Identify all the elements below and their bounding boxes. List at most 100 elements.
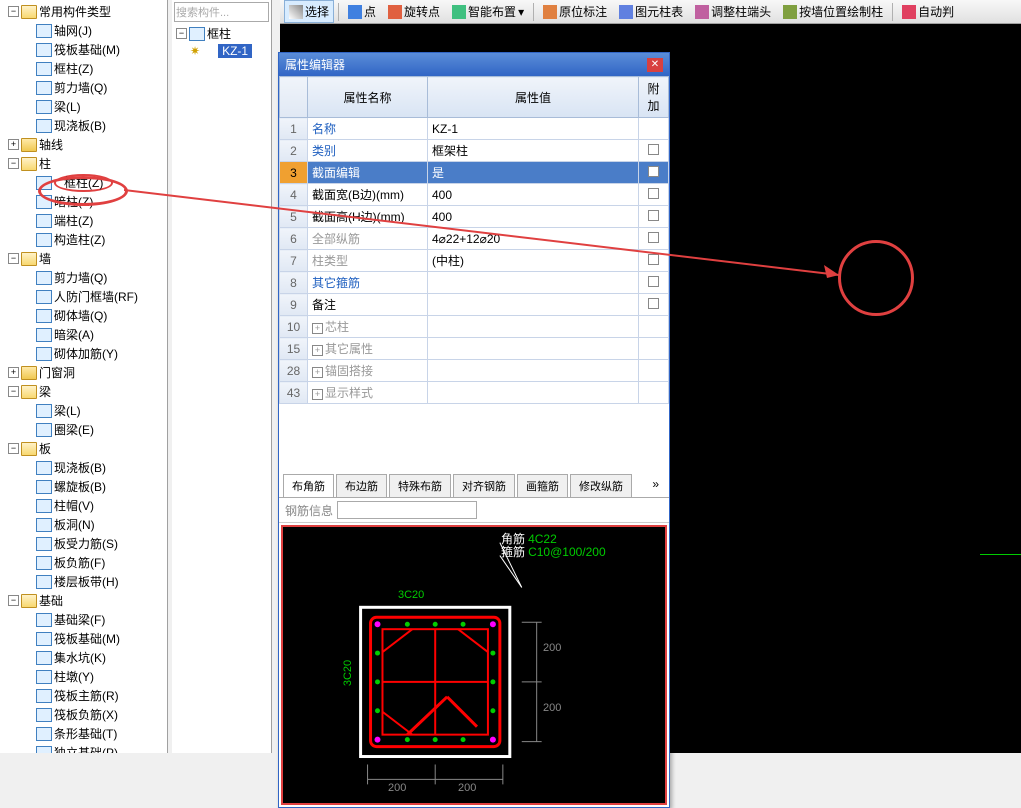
tree-leaf[interactable]: 螺旋板(B) [2,477,165,496]
expand-icon[interactable]: + [312,345,323,356]
rebar-info-input[interactable] [337,501,477,519]
tree-node-axis[interactable]: + 轴线 [2,135,165,154]
property-row[interactable]: 5截面高(H边)(mm)400 [280,206,669,228]
checkbox[interactable] [648,188,659,199]
adjust-button[interactable]: 调整柱端头 [690,0,776,23]
section-tab[interactable]: 画箍筋 [517,474,568,497]
smart-button[interactable]: 智能布置▾ [447,0,529,23]
checkbox[interactable] [648,232,659,243]
checkbox[interactable] [648,254,659,265]
property-row[interactable]: 3截面编辑是 [280,162,669,184]
tree-node-slab[interactable]: − 板 [2,439,165,458]
tree-leaf[interactable]: 剪力墙(Q) [2,268,165,287]
search-input[interactable]: 搜索构件... [174,2,269,22]
tree-leaf[interactable]: 暗梁(A) [2,325,165,344]
expand-icon[interactable]: + [312,389,323,400]
tree-node-column[interactable]: − 柱 [2,154,165,173]
tree-node-foundation[interactable]: − 基础 [2,591,165,610]
expand-icon[interactable]: + [312,367,323,378]
expand-icon[interactable]: + [312,323,323,334]
collapse-icon[interactable]: − [8,158,19,169]
tree-leaf[interactable]: 圈梁(E) [2,420,165,439]
origin-button[interactable]: 原位标注 [538,0,612,23]
property-row[interactable]: 28+锚固搭接 [280,360,669,382]
property-row[interactable]: 7柱类型(中柱) [280,250,669,272]
tree-leaf[interactable]: 筏板负筋(X) [2,705,165,724]
tree-leaf[interactable]: 柱帽(V) [2,496,165,515]
tree-leaf[interactable]: 梁(L) [2,401,165,420]
tree-node-common[interactable]: − 常用构件类型 [2,2,165,21]
wall-draw-button[interactable]: 按墙位置绘制柱 [778,0,888,23]
collapse-icon[interactable]: − [8,443,19,454]
collapse-icon[interactable]: − [176,28,187,39]
tree-leaf[interactable]: 板洞(N) [2,515,165,534]
tree-leaf[interactable]: 现浇板(B) [2,458,165,477]
collapse-icon[interactable]: − [8,386,19,397]
tree-node-beam[interactable]: − 梁 [2,382,165,401]
property-row[interactable]: 9备注 [280,294,669,316]
tree-leaf[interactable]: 人防门框墙(RF) [2,287,165,306]
property-row[interactable]: 43+显示样式 [280,382,669,404]
expand-icon[interactable]: + [8,367,19,378]
tree-leaf[interactable]: 基础梁(F) [2,610,165,629]
expand-icon[interactable]: + [8,139,19,150]
tree-leaf[interactable]: 筏板基础(M) [2,629,165,648]
tree-leaf[interactable]: 楼层板带(H) [2,572,165,591]
property-row[interactable]: 10+芯柱 [280,316,669,338]
auto-icon [902,5,916,19]
tree-leaf[interactable]: 板受力筋(S) [2,534,165,553]
section-tab[interactable]: 布角筋 [283,474,334,497]
section-canvas[interactable]: 角筋 4C22 箍筋 C10@100/200 3C20 3C20 200 200… [281,525,667,805]
tree-node-wall[interactable]: − 墙 [2,249,165,268]
section-tab[interactable]: 特殊布筋 [389,474,451,497]
tree-leaf[interactable]: 剪力墙(Q) [2,78,165,97]
component-icon [36,651,52,665]
property-row[interactable]: 8其它箍筋 [280,272,669,294]
tree-leaf[interactable]: 砌体加筋(Y) [2,344,165,363]
checkbox[interactable] [648,276,659,287]
property-row[interactable]: 4截面宽(B边)(mm)400 [280,184,669,206]
tree-leaf[interactable]: 现浇板(B) [2,116,165,135]
tree-leaf[interactable]: 端柱(Z) [2,211,165,230]
tree-leaf[interactable]: 筏板主筋(R) [2,686,165,705]
component-icon [36,176,52,190]
property-row[interactable]: 1名称KZ-1 [280,118,669,140]
auto-button[interactable]: 自动判 [897,0,959,23]
tree-node-opening[interactable]: + 门窗洞 [2,363,165,382]
tree-leaf[interactable]: 集水坑(K) [2,648,165,667]
checkbox[interactable] [648,298,659,309]
collapse-icon[interactable]: − [8,253,19,264]
tree-leaf[interactable]: 条形基础(T) [2,724,165,743]
checkbox[interactable] [648,210,659,221]
tree-leaf[interactable]: 板负筋(F) [2,553,165,572]
tree-leaf[interactable]: 筏板基础(M) [2,40,165,59]
rotate-button[interactable]: 旋转点 [383,0,445,23]
more-button[interactable]: » [646,474,665,497]
tree-leaf[interactable]: 轴网(J) [2,21,165,40]
property-row[interactable]: 2类别框架柱 [280,140,669,162]
collapse-icon[interactable]: − [8,595,19,606]
property-row[interactable]: 15+其它属性 [280,338,669,360]
tree-leaf[interactable]: 构造柱(Z) [2,230,165,249]
dialog-titlebar[interactable]: 属性编辑器 ✕ [279,53,669,76]
tree2-root[interactable]: − 框柱 [172,24,271,43]
collapse-icon[interactable]: − [8,6,19,17]
tree-leaf[interactable]: 柱墩(Y) [2,667,165,686]
point-button[interactable]: 点 [343,0,381,23]
section-tab[interactable]: 布边筋 [336,474,387,497]
tree2-item-kz1[interactable]: ✷ KZ-1 [172,43,271,59]
tree-leaf[interactable]: 暗柱(Z) [2,192,165,211]
select-button[interactable]: 选择 [284,0,334,23]
section-tab[interactable]: 修改纵筋 [570,474,632,497]
table-button[interactable]: 图元柱表 [614,0,688,23]
tree-leaf[interactable]: 梁(L) [2,97,165,116]
checkbox[interactable] [648,144,659,155]
checkbox[interactable] [648,166,659,177]
section-tab[interactable]: 对齐钢筋 [453,474,515,497]
tree-leaf[interactable]: 框柱(Z) [2,59,165,78]
tree-leaf[interactable]: 框柱(Z) [2,173,165,192]
tree-leaf[interactable]: 砌体墙(Q) [2,306,165,325]
close-button[interactable]: ✕ [647,58,663,72]
property-row[interactable]: 6全部纵筋4⌀22+12⌀20 [280,228,669,250]
tree-leaf[interactable]: 独立基础(P) [2,743,165,753]
